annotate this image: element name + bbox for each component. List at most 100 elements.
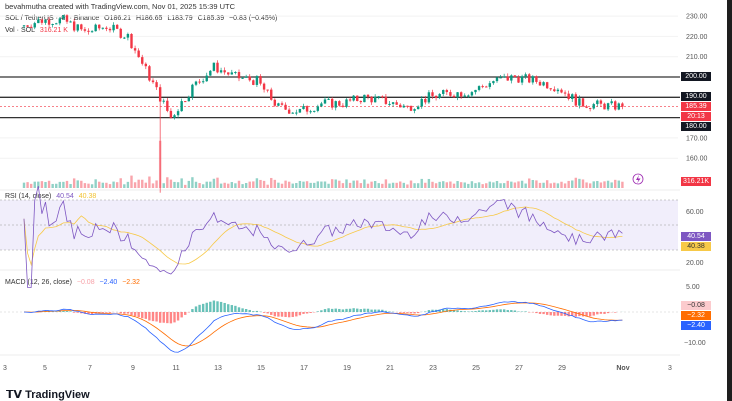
macd-histogram-bar (416, 312, 420, 314)
volume-bar (320, 181, 323, 188)
candle-body (348, 99, 352, 101)
volume-bar (65, 180, 69, 188)
macd-histogram-bar (151, 312, 155, 322)
macd-histogram-bar (338, 308, 341, 312)
volume-bar (194, 181, 198, 188)
candle-body (377, 96, 380, 98)
macd-histogram-bar (452, 310, 456, 312)
price-tag: 185.39 (681, 102, 711, 111)
candle-body (592, 104, 595, 109)
macd-histogram-bar (305, 312, 309, 314)
candle-body (137, 50, 140, 58)
macd-histogram-bar (510, 310, 513, 312)
macd-histogram-bar (158, 312, 162, 323)
candle-body (22, 25, 26, 27)
candle-body (588, 107, 592, 109)
volume-bar (273, 179, 277, 188)
volume-bar (406, 184, 409, 188)
volume-bar (334, 179, 337, 188)
macd-histogram-bar (585, 312, 588, 317)
chart-canvas[interactable]: 230.00 220.00 210.00 170.00 160.00 60.00 20.00… (0, 0, 727, 385)
countdown-tag: 20:13 (681, 112, 711, 121)
candle-body (62, 15, 65, 19)
macd-histogram-bar (603, 312, 606, 314)
macd-legend: MACD (12, 26, close) −0.08 −2.40 −2.32 (5, 279, 143, 286)
volume-bar (442, 181, 445, 188)
candle-body (610, 101, 613, 104)
credit-text: bevahmutha created with TradingView.com,… (5, 2, 235, 11)
volume-bar (309, 182, 312, 188)
level-180-tag: 180.00 (681, 122, 711, 131)
symbol[interactable]: SOL / TetherUS · 4h · Binance (5, 15, 100, 22)
vol-label[interactable]: Vol · SOL (5, 27, 35, 34)
macd-histogram-bar (409, 312, 413, 314)
macd-histogram-bar (320, 310, 323, 312)
macd-hist-tag: −0.08 (681, 301, 711, 310)
volume-bar (449, 181, 452, 188)
lightning-icon (636, 175, 641, 184)
volume-bar (198, 183, 201, 188)
rsi-label[interactable]: RSI (14, close) (5, 193, 52, 200)
volume-bar (424, 182, 427, 188)
macd-histogram-bar (98, 312, 101, 314)
x-axis-label: 19 (343, 365, 351, 372)
candle-body (216, 62, 219, 73)
volume-bar (141, 179, 144, 188)
candle-body (223, 70, 226, 73)
candle-body (162, 100, 165, 102)
candle-body (295, 112, 298, 114)
macd-histogram-bar (180, 312, 183, 318)
macd-histogram-bar (126, 312, 130, 314)
rsi-tag: 40.54 (681, 232, 711, 241)
volume-bar (606, 180, 610, 188)
volume-bar (176, 182, 180, 188)
macd-histogram-bar (227, 304, 230, 312)
macd-histogram-bar (560, 312, 563, 316)
volume-bar (184, 184, 187, 188)
volume-bar (481, 184, 484, 188)
candle-body (280, 103, 284, 105)
macd-histogram-bar (162, 312, 165, 323)
candle-body (599, 100, 603, 104)
candle-body (284, 104, 287, 110)
candle-body (363, 94, 366, 103)
rsi-scale-label: 60.00 (686, 209, 704, 216)
candle-body (80, 24, 83, 30)
volume-bar (162, 183, 165, 188)
macd-histogram-bar (201, 303, 205, 312)
candle-body (574, 94, 578, 106)
price-scale-label: 210.00 (686, 54, 708, 61)
volume-bar (241, 184, 244, 188)
macd-histogram-bar (130, 312, 133, 316)
macd-signal-value: −2.32 (122, 279, 140, 286)
tradingview-logo[interactable]: 𝗧𝗩 TradingView (6, 389, 90, 401)
macd-histogram-bar (413, 312, 416, 314)
candle-body (560, 89, 563, 93)
macd-histogram-bar (549, 312, 552, 316)
macd-histogram-bar (614, 312, 617, 313)
macd-histogram-bar (223, 302, 226, 312)
macd-histogram-bar (69, 311, 72, 312)
volume-bar (395, 182, 398, 188)
macd-label[interactable]: MACD (12, 26, close) (5, 279, 72, 286)
volume-bar (617, 180, 621, 188)
volume-bar (463, 182, 466, 188)
candle-body (29, 26, 33, 28)
candle-body (442, 90, 445, 94)
macd-histogram-bar (470, 311, 474, 312)
candle-body (388, 103, 391, 105)
volume-bar (209, 181, 212, 188)
volume-bar (542, 182, 545, 188)
macd-histogram-bar (513, 310, 517, 312)
candle-body (341, 105, 345, 107)
macd-histogram-bar (323, 309, 327, 312)
macd-histogram-bar (399, 312, 402, 313)
volume-bar (592, 181, 595, 188)
candle-body (291, 112, 294, 114)
candle-body (596, 100, 599, 105)
macd-histogram-bar (373, 309, 377, 312)
candle-body (413, 109, 416, 111)
candle-body (427, 92, 431, 103)
volume-bar (531, 180, 535, 188)
volume-bar (148, 176, 151, 188)
